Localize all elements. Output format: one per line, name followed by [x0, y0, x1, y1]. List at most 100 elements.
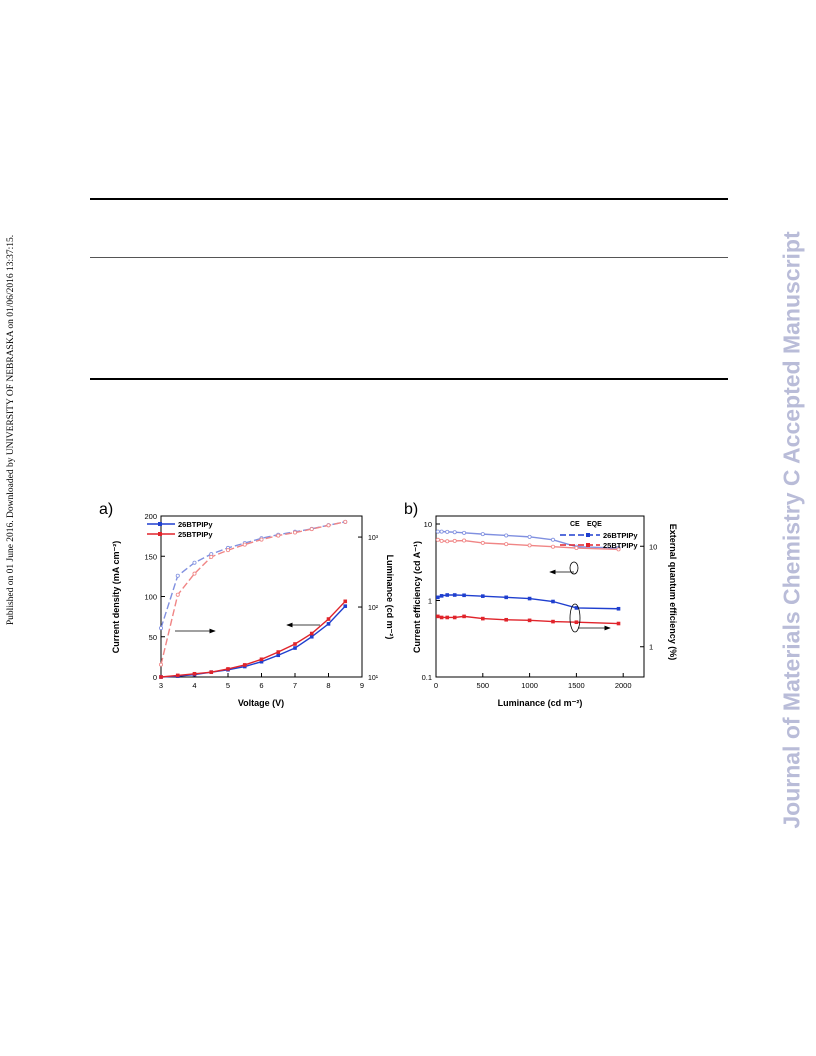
a-data-point [192, 671, 197, 676]
a-legend-2: 25BTPIPy [178, 530, 213, 539]
a-data-point [293, 646, 297, 650]
b-data-point [504, 617, 508, 622]
b-data-point [439, 538, 444, 543]
b-data-point [616, 547, 621, 552]
b-data-point [551, 599, 555, 604]
publication-note: Published on 01 June 2016. Downloaded by… [4, 210, 18, 650]
b-ytick-label: 1 [428, 597, 432, 606]
b-data-point [462, 614, 466, 619]
b-legend-ce: CE [570, 521, 580, 528]
a-ytick-label: 100 [144, 593, 157, 602]
a-series-line [160, 521, 346, 665]
b-data-point [436, 595, 440, 600]
b-data-point [504, 595, 508, 600]
a-xtick-label: 5 [226, 681, 230, 690]
panel-label-b: b) [404, 501, 418, 518]
b-data-point [480, 540, 485, 545]
b-data-point [462, 593, 466, 598]
b-xlabel: Luminance (cd m⁻²) [498, 698, 583, 708]
journal-watermark: Journal of Materials Chemistry C Accepte… [768, 140, 816, 920]
a-data-point [159, 626, 164, 631]
a-data-point [175, 673, 180, 678]
b-ytick-label: 0.1 [422, 673, 432, 682]
a-data-point [276, 533, 281, 538]
b-data-point [504, 533, 509, 538]
b-data-point [435, 529, 440, 534]
journal-watermark-text: Journal of Materials Chemistry C Accepte… [778, 231, 805, 829]
a-data-point [242, 663, 247, 667]
table-bottom-rule [90, 378, 728, 380]
a-data-point [326, 617, 331, 621]
b-data-point [462, 530, 467, 535]
a-ytick-label: 50 [149, 633, 157, 642]
a-legend: 26BTPIPy 25BTPIPy [147, 520, 213, 539]
a-xtick-label: 3 [159, 681, 163, 690]
a-ylabel: Current density (mA cm⁻²) [111, 541, 121, 653]
publication-note-text: Published on 01 June 2016. Downloaded by… [6, 234, 16, 626]
b-xtick-label: 1500 [568, 681, 585, 690]
a-ytick-label: 150 [144, 552, 157, 561]
b-xtick-label: 500 [477, 681, 490, 690]
a-data-point [326, 622, 331, 626]
panel-label-a: a) [99, 501, 113, 518]
b-data-point [445, 529, 450, 534]
b-data-point [527, 534, 532, 539]
a-data-point [159, 675, 163, 679]
b-ellipse-lower [569, 603, 581, 633]
b-data-point [616, 621, 621, 626]
b-data-point [480, 532, 485, 537]
a-data-point [309, 631, 314, 636]
b-y2label: External quantum efficiency (%) [668, 524, 678, 661]
b-data-point [550, 537, 555, 542]
b-data-point [436, 614, 440, 619]
a-series-line [160, 605, 346, 678]
b-data-point [481, 616, 485, 621]
b-data-point [462, 538, 467, 543]
a-series-line [160, 521, 346, 629]
a-y2tick-label: 10³ [368, 535, 379, 542]
a-xtick-label: 6 [259, 681, 263, 690]
a-xtick-label: 7 [293, 681, 297, 690]
a-data-point [309, 527, 314, 532]
a-data-point [326, 523, 331, 528]
b-data-point [439, 594, 444, 598]
b-ellipse-upper [569, 561, 579, 575]
b-ylabel: Current efficiency (cd A⁻¹) [412, 541, 422, 653]
b-ytick-label: 10 [424, 520, 432, 529]
chart-a: a) 3 4 5 6 7 8 9 0 50 100 150 200 10¹ 10² 10³ Voltage … [99, 501, 395, 708]
b-xtick-label: 2000 [615, 681, 632, 690]
a-data-point [159, 662, 164, 667]
a-data-point [276, 650, 281, 654]
b-data-point [527, 543, 532, 548]
a-data-point [292, 530, 297, 535]
b-y2tick-label: 10 [649, 542, 657, 551]
b-data-point [445, 539, 450, 544]
b-data-point [439, 529, 444, 534]
b-data-point [481, 594, 485, 598]
b-data-point [551, 619, 555, 624]
a-data-point [259, 657, 264, 662]
b-data-point [445, 615, 450, 620]
b-data-point [616, 606, 621, 611]
b-xtick-label: 0 [434, 681, 438, 690]
b-legend: CE EQE 26BTPIPy 25BTPIPy [560, 521, 638, 550]
b-legend-1: 26BTPIPy [603, 531, 638, 540]
b-xtick-label: 1000 [521, 681, 538, 690]
table-mid-rule [90, 257, 728, 258]
a-data-point [343, 604, 348, 608]
a-y2tick-label: 10² [368, 605, 379, 612]
a-data-point [309, 634, 314, 639]
a-ytick-label: 200 [144, 512, 157, 521]
b-data-point [574, 546, 579, 551]
b-data-point [435, 537, 440, 542]
a-legend-1: 26BTPIPy [178, 520, 213, 529]
a-xtick-label: 4 [192, 681, 196, 690]
b-data-point [574, 620, 579, 625]
b-data-point [439, 615, 444, 620]
b-data-point [452, 538, 457, 543]
b-data-point [574, 606, 579, 610]
a-data-point [276, 653, 281, 658]
b-data-point [550, 544, 555, 549]
a-xtick-label: 8 [326, 681, 330, 690]
a-data-point [175, 573, 180, 578]
